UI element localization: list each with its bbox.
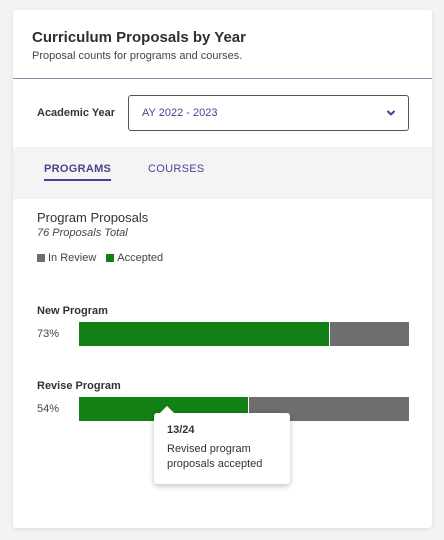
academic-year-select[interactable]: AY 2022 - 2023: [128, 95, 409, 131]
legend-item-accepted: Accepted: [106, 252, 163, 264]
proposals-card: Curriculum Proposals by Year Proposal co…: [13, 10, 432, 528]
bar-name: Revise Program: [37, 380, 121, 392]
legend: In Review Accepted: [37, 252, 417, 264]
tooltip-count: 13/24: [167, 424, 195, 436]
in-review-swatch: [37, 254, 45, 262]
bar-tooltip: 13/24 Revised program proposals accepted: [154, 413, 290, 484]
card-subtitle: Proposal counts for programs and courses…: [32, 50, 243, 62]
in-review-bar-segment[interactable]: [79, 322, 409, 346]
legend-label-accepted: Accepted: [117, 252, 164, 264]
section-total: 76 Proposals Total: [37, 227, 128, 239]
legend-item-in-review: In Review: [37, 252, 96, 264]
bar-row: 73%: [37, 322, 409, 346]
chevron-down-icon: [387, 110, 395, 116]
bar-name: New Program: [37, 305, 108, 317]
legend-label-in-review: In Review: [48, 252, 97, 264]
tabs-bar: PROGRAMS COURSES: [13, 147, 432, 199]
tab-programs[interactable]: PROGRAMS: [44, 163, 112, 181]
tooltip-text: Revised program proposals accepted: [167, 443, 263, 470]
accepted-bar-segment[interactable]: [79, 322, 330, 346]
academic-year-value: AY 2022 - 2023: [142, 107, 218, 119]
tab-courses[interactable]: COURSES: [148, 163, 205, 175]
card-title: Curriculum Proposals by Year: [32, 29, 246, 46]
card-header: Curriculum Proposals by Year Proposal co…: [13, 10, 432, 79]
bar-percent: 73%: [37, 328, 60, 340]
academic-year-filter: Academic Year AY 2022 - 2023: [13, 80, 432, 147]
academic-year-label: Academic Year: [37, 107, 116, 119]
bar-percent: 54%: [37, 403, 60, 415]
program-proposals-section: Program Proposals 76 Proposals Total In …: [37, 210, 417, 264]
section-title: Program Proposals: [37, 210, 149, 225]
accepted-swatch: [106, 254, 115, 262]
new-program-bar-block: New Program 73%: [37, 305, 409, 346]
